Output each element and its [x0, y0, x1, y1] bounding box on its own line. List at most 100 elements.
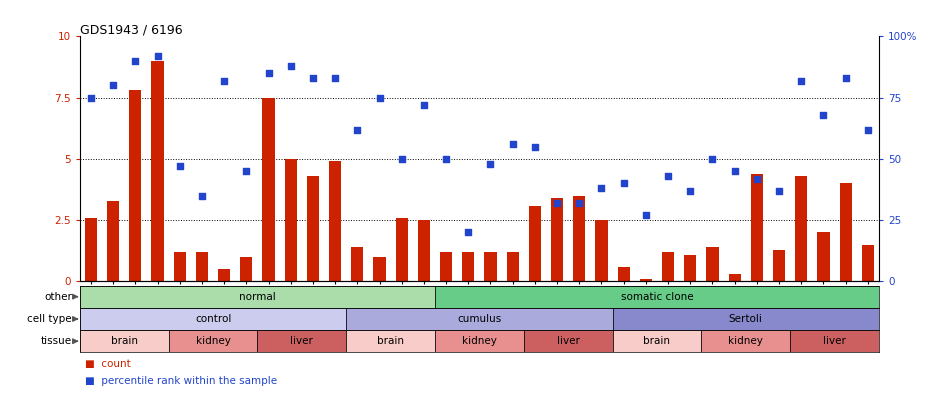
Text: kidney: kidney [728, 336, 763, 346]
Bar [640, 279, 652, 281]
Point [84, 94, 99, 101]
Bar [130, 90, 142, 281]
Point [749, 175, 764, 182]
Text: liver: liver [290, 336, 313, 346]
Text: brain: brain [377, 336, 404, 346]
Bar [346, 308, 613, 330]
Point [505, 141, 520, 147]
Bar [613, 308, 879, 330]
Bar [817, 232, 829, 281]
Point [216, 77, 231, 84]
Point [461, 229, 476, 236]
Bar [595, 220, 607, 281]
Text: somatic clone: somatic clone [620, 292, 694, 302]
Point [172, 163, 187, 170]
Bar [435, 286, 879, 308]
Text: normal: normal [239, 292, 275, 302]
Bar [524, 330, 613, 352]
Bar [613, 330, 701, 352]
Point [328, 75, 343, 81]
Text: ■  percentile rank within the sample: ■ percentile rank within the sample [85, 376, 276, 386]
Bar [751, 174, 763, 281]
Point [793, 77, 808, 84]
Bar [662, 252, 674, 281]
Point [416, 102, 431, 108]
Bar [80, 286, 435, 308]
Point [527, 143, 542, 150]
Point [638, 212, 653, 219]
Text: cumulus: cumulus [457, 314, 502, 324]
Text: kidney: kidney [462, 336, 497, 346]
Bar [706, 247, 718, 281]
Bar [258, 330, 346, 352]
Bar [352, 247, 364, 281]
Point [860, 126, 875, 133]
Bar [80, 330, 168, 352]
Point [372, 94, 387, 101]
Bar [529, 205, 541, 281]
Bar [684, 254, 697, 281]
Point [283, 63, 298, 69]
Point [572, 200, 587, 206]
Text: liver: liver [556, 336, 580, 346]
Bar [85, 218, 97, 281]
Bar [773, 249, 785, 281]
Bar [396, 218, 408, 281]
Text: liver: liver [823, 336, 846, 346]
Point [128, 58, 143, 64]
Bar [701, 330, 791, 352]
Bar [107, 200, 119, 281]
Bar [507, 252, 519, 281]
Text: tissue: tissue [40, 336, 72, 346]
Bar [728, 274, 741, 281]
Bar [151, 61, 164, 281]
Point [306, 75, 321, 81]
Text: kidney: kidney [196, 336, 230, 346]
Bar [618, 267, 630, 281]
Text: GDS1943 / 6196: GDS1943 / 6196 [80, 23, 182, 36]
Bar [839, 183, 852, 281]
Bar [440, 252, 452, 281]
Text: cell type: cell type [27, 314, 72, 324]
Bar [551, 198, 563, 281]
Bar [373, 257, 385, 281]
Point [616, 180, 631, 187]
Bar [791, 330, 879, 352]
Text: control: control [195, 314, 231, 324]
Bar [417, 220, 430, 281]
Point [150, 53, 165, 59]
Point [550, 200, 565, 206]
Text: other: other [44, 292, 72, 302]
Bar [218, 269, 230, 281]
Point [195, 192, 210, 199]
Point [350, 126, 365, 133]
Point [682, 188, 697, 194]
Bar [795, 176, 807, 281]
Bar [329, 162, 341, 281]
Point [728, 168, 743, 175]
Point [705, 156, 720, 162]
Point [261, 70, 276, 77]
Point [816, 112, 831, 118]
Point [105, 82, 120, 89]
Text: Sertoli: Sertoli [728, 314, 762, 324]
Text: brain: brain [644, 336, 670, 346]
Point [594, 185, 609, 192]
Point [772, 188, 787, 194]
Bar [174, 252, 186, 281]
Bar [862, 245, 874, 281]
Bar [196, 252, 208, 281]
Point [483, 161, 498, 167]
Point [439, 156, 454, 162]
Point [838, 75, 854, 81]
Bar [462, 252, 475, 281]
Bar [435, 330, 524, 352]
Bar [573, 196, 586, 281]
Bar [346, 330, 435, 352]
Point [394, 156, 409, 162]
Point [239, 168, 254, 175]
Bar [484, 252, 496, 281]
Bar [285, 159, 297, 281]
Point [661, 173, 676, 179]
Bar [80, 308, 346, 330]
